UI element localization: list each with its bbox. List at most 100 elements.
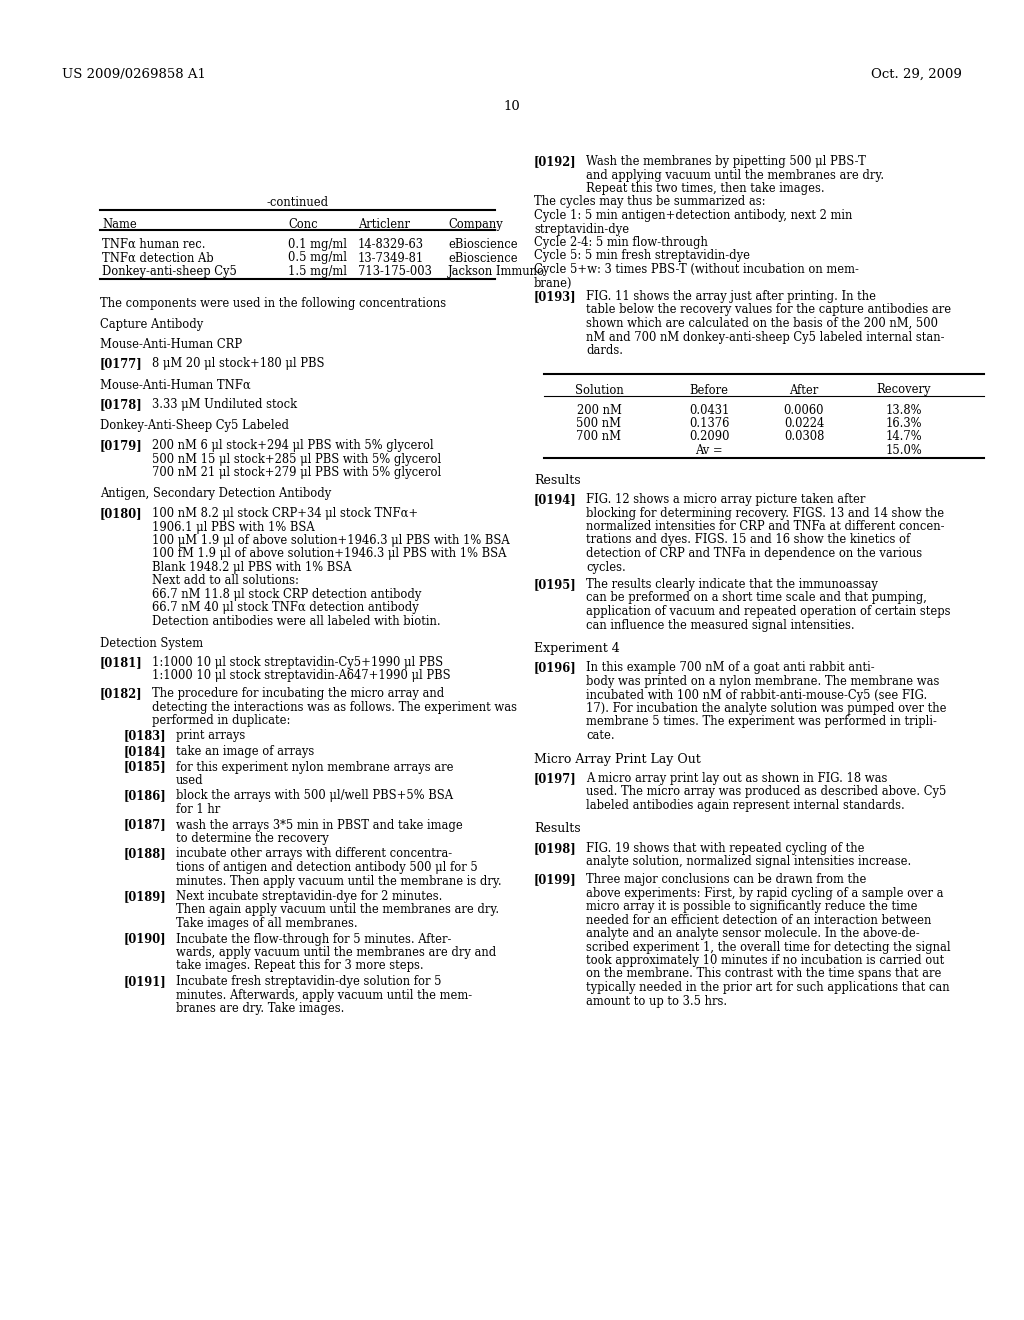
Text: analyte solution, normalized signal intensities increase.: analyte solution, normalized signal inte… [586,855,911,869]
Text: [0179]: [0179] [100,440,142,451]
Text: cate.: cate. [586,729,614,742]
Text: take images. Repeat this for 3 more steps.: take images. Repeat this for 3 more step… [176,960,424,973]
Text: wash the arrays 3*5 min in PBST and take image: wash the arrays 3*5 min in PBST and take… [176,818,463,832]
Text: streptavidin-dye: streptavidin-dye [534,223,629,235]
Text: [0199]: [0199] [534,873,577,886]
Text: print arrays: print arrays [176,730,246,742]
Text: Antigen, Secondary Detection Antibody: Antigen, Secondary Detection Antibody [100,487,331,500]
Text: normalized intensities for CRP and TNFa at different concen-: normalized intensities for CRP and TNFa … [586,520,944,533]
Text: Next incubate streptavidin-dye for 2 minutes.: Next incubate streptavidin-dye for 2 min… [176,890,442,903]
Text: [0198]: [0198] [534,842,577,855]
Text: application of vacuum and repeated operation of certain steps: application of vacuum and repeated opera… [586,605,950,618]
Text: 700 nM 21 μl stock+279 μl PBS with 5% glycerol: 700 nM 21 μl stock+279 μl PBS with 5% gl… [152,466,441,479]
Text: 713-175-003: 713-175-003 [358,265,432,279]
Text: Cycle 5: 5 min fresh streptavidin-dye: Cycle 5: 5 min fresh streptavidin-dye [534,249,750,263]
Text: Results: Results [534,822,581,836]
Text: In this example 700 nM of a goat anti rabbit anti-: In this example 700 nM of a goat anti ra… [586,661,874,675]
Text: membrane 5 times. The experiment was performed in tripli-: membrane 5 times. The experiment was per… [586,715,937,729]
Text: 0.0308: 0.0308 [783,430,824,444]
Text: Donkey-Anti-Sheep Cy5 Labeled: Donkey-Anti-Sheep Cy5 Labeled [100,420,289,433]
Text: Three major conclusions can be drawn from the: Three major conclusions can be drawn fro… [586,873,866,886]
Text: [0191]: [0191] [124,975,167,987]
Text: 100 fM 1.9 μl of above solution+1946.3 μl PBS with 1% BSA: 100 fM 1.9 μl of above solution+1946.3 μ… [152,548,507,561]
Text: Experiment 4: Experiment 4 [534,642,620,655]
Text: Cycle 5+w: 3 times PBS-T (without incubation on mem-: Cycle 5+w: 3 times PBS-T (without incuba… [534,263,859,276]
Text: Cycle 1: 5 min antigen+detection antibody, next 2 min: Cycle 1: 5 min antigen+detection antibod… [534,209,852,222]
Text: used: used [176,774,204,787]
Text: Wash the membranes by pipetting 500 μl PBS-T: Wash the membranes by pipetting 500 μl P… [586,154,866,168]
Text: Recovery: Recovery [877,384,931,396]
Text: 0.5 mg/ml: 0.5 mg/ml [288,252,347,264]
Text: can influence the measured signal intensities.: can influence the measured signal intens… [586,619,855,631]
Text: [0177]: [0177] [100,356,142,370]
Text: above experiments: First, by rapid cycling of a sample over a: above experiments: First, by rapid cycli… [586,887,943,899]
Text: Capture Antibody: Capture Antibody [100,318,203,331]
Text: Mouse-Anti-Human TNFα: Mouse-Anti-Human TNFα [100,379,251,392]
Text: 0.0431: 0.0431 [689,404,729,417]
Text: Mouse-Anti-Human CRP: Mouse-Anti-Human CRP [100,338,242,351]
Text: Company: Company [449,218,503,231]
Text: 13-7349-81: 13-7349-81 [358,252,424,264]
Text: micro array it is possible to significantly reduce the time: micro array it is possible to significan… [586,900,918,913]
Text: incubate other arrays with different concentra-: incubate other arrays with different con… [176,847,453,861]
Text: Solution: Solution [574,384,624,396]
Text: Repeat this two times, then take images.: Repeat this two times, then take images. [586,182,824,195]
Text: typically needed in the prior art for such applications that can: typically needed in the prior art for su… [586,981,949,994]
Text: FIG. 11 shows the array just after printing. In the: FIG. 11 shows the array just after print… [586,290,876,304]
Text: trations and dyes. FIGS. 15 and 16 show the kinetics of: trations and dyes. FIGS. 15 and 16 show … [586,533,910,546]
Text: [0188]: [0188] [124,847,167,861]
Text: 8 μM 20 μl stock+180 μl PBS: 8 μM 20 μl stock+180 μl PBS [152,356,325,370]
Text: 500 nM 15 μl stock+285 μl PBS with 5% glycerol: 500 nM 15 μl stock+285 μl PBS with 5% gl… [152,453,441,466]
Text: table below the recovery values for the capture antibodies are: table below the recovery values for the … [586,304,951,317]
Text: cycles.: cycles. [586,561,626,573]
Text: Av =: Av = [695,444,723,457]
Text: blocking for determining recovery. FIGS. 13 and 14 show the: blocking for determining recovery. FIGS.… [586,507,944,520]
Text: dards.: dards. [586,345,623,356]
Text: Conc: Conc [288,218,317,231]
Text: Oct. 29, 2009: Oct. 29, 2009 [871,69,962,81]
Text: TNFα detection Ab: TNFα detection Ab [102,252,214,264]
Text: brane): brane) [534,276,572,289]
Text: eBioscience: eBioscience [449,252,517,264]
Text: Take images of all membranes.: Take images of all membranes. [176,917,357,931]
Text: 500 nM: 500 nM [577,417,622,430]
Text: [0192]: [0192] [534,154,577,168]
Text: analyte and an analyte sensor molecule. In the above-de-: analyte and an analyte sensor molecule. … [586,927,920,940]
Text: Micro Array Print Lay Out: Micro Array Print Lay Out [534,752,700,766]
Text: [0182]: [0182] [100,686,142,700]
Text: [0185]: [0185] [124,760,167,774]
Text: The results clearly indicate that the immunoassay: The results clearly indicate that the im… [586,578,878,591]
Text: [0181]: [0181] [100,656,142,669]
Text: [0189]: [0189] [124,890,167,903]
Text: 66.7 nM 11.8 μl stock CRP detection antibody: 66.7 nM 11.8 μl stock CRP detection anti… [152,587,421,601]
Text: used. The micro array was produced as described above. Cy5: used. The micro array was produced as de… [586,785,946,799]
Text: 200 nM 6 μl stock+294 μl PBS with 5% glycerol: 200 nM 6 μl stock+294 μl PBS with 5% gly… [152,440,433,451]
Text: block the arrays with 500 μl/well PBS+5% BSA: block the arrays with 500 μl/well PBS+5%… [176,789,453,803]
Text: [0190]: [0190] [124,932,167,945]
Text: 14-8329-63: 14-8329-63 [358,238,424,251]
Text: Cycle 2-4: 5 min flow-through: Cycle 2-4: 5 min flow-through [534,236,708,249]
Text: 0.0060: 0.0060 [783,404,824,417]
Text: 3.33 μM Undiluted stock: 3.33 μM Undiluted stock [152,399,297,411]
Text: FIG. 19 shows that with repeated cycling of the: FIG. 19 shows that with repeated cycling… [586,842,864,855]
Text: needed for an efficient detection of an interaction between: needed for an efficient detection of an … [586,913,932,927]
Text: 13.8%: 13.8% [886,404,923,417]
Text: scribed experiment 1, the overall time for detecting the signal: scribed experiment 1, the overall time f… [586,940,950,953]
Text: 100 μM 1.9 μl of above solution+1946.3 μl PBS with 1% BSA: 100 μM 1.9 μl of above solution+1946.3 μ… [152,535,510,546]
Text: FIG. 12 shows a micro array picture taken after: FIG. 12 shows a micro array picture take… [586,492,865,506]
Text: US 2009/0269858 A1: US 2009/0269858 A1 [62,69,206,81]
Text: for 1 hr: for 1 hr [176,803,220,816]
Text: [0180]: [0180] [100,507,142,520]
Text: Donkey-anti-sheep Cy5: Donkey-anti-sheep Cy5 [102,265,237,279]
Text: [0183]: [0183] [124,730,167,742]
Text: 100 nM 8.2 μl stock CRP+34 μl stock TNFα+: 100 nM 8.2 μl stock CRP+34 μl stock TNFα… [152,507,418,520]
Text: 14.7%: 14.7% [886,430,923,444]
Text: [0184]: [0184] [124,744,167,758]
Text: amount to up to 3.5 hrs.: amount to up to 3.5 hrs. [586,994,727,1007]
Text: 0.2090: 0.2090 [689,430,729,444]
Text: Detection System: Detection System [100,636,203,649]
Text: [0178]: [0178] [100,399,142,411]
Text: 0.0224: 0.0224 [784,417,824,430]
Text: detecting the interactions was as follows. The experiment was: detecting the interactions was as follow… [152,701,517,714]
Text: Results: Results [534,474,581,487]
